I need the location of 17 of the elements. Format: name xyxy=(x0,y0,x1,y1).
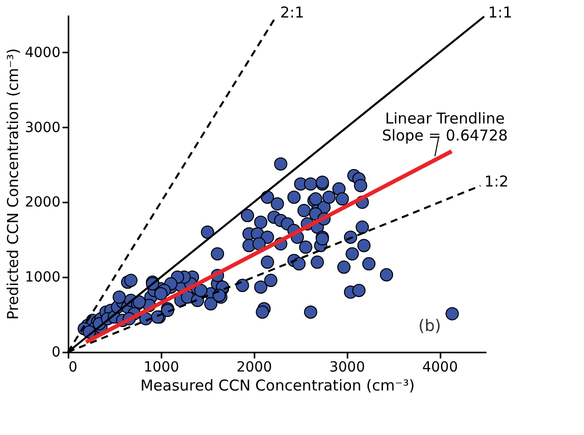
y-tick-label: 0 xyxy=(52,344,60,360)
series-label: 2:1 xyxy=(280,4,304,22)
x-tick-label: 1000 xyxy=(144,360,180,376)
y-tick-label: 2000 xyxy=(24,194,60,211)
y-tick-label: 4000 xyxy=(24,44,60,61)
y-tick-label: 1000 xyxy=(24,270,60,286)
x-tick-label: 0 xyxy=(68,360,78,376)
x-axis-title: Measured CCN Concentration (cm⁻³) xyxy=(140,376,415,394)
series-label: 1:1 xyxy=(488,4,512,22)
y-axis-title: Predicted CCN Concentration (cm⁻³) xyxy=(4,48,22,320)
x-tick-label: 4000 xyxy=(422,360,458,376)
annotation: (b) xyxy=(418,316,441,335)
x-tick-label: 3000 xyxy=(329,360,365,376)
x-tick-label: 2000 xyxy=(236,360,272,376)
annotation: Linear Trendline Slope = 0.64728 xyxy=(382,109,508,144)
series-label: 1:2 xyxy=(484,172,509,191)
y-tick-label: 3000 xyxy=(24,120,60,136)
